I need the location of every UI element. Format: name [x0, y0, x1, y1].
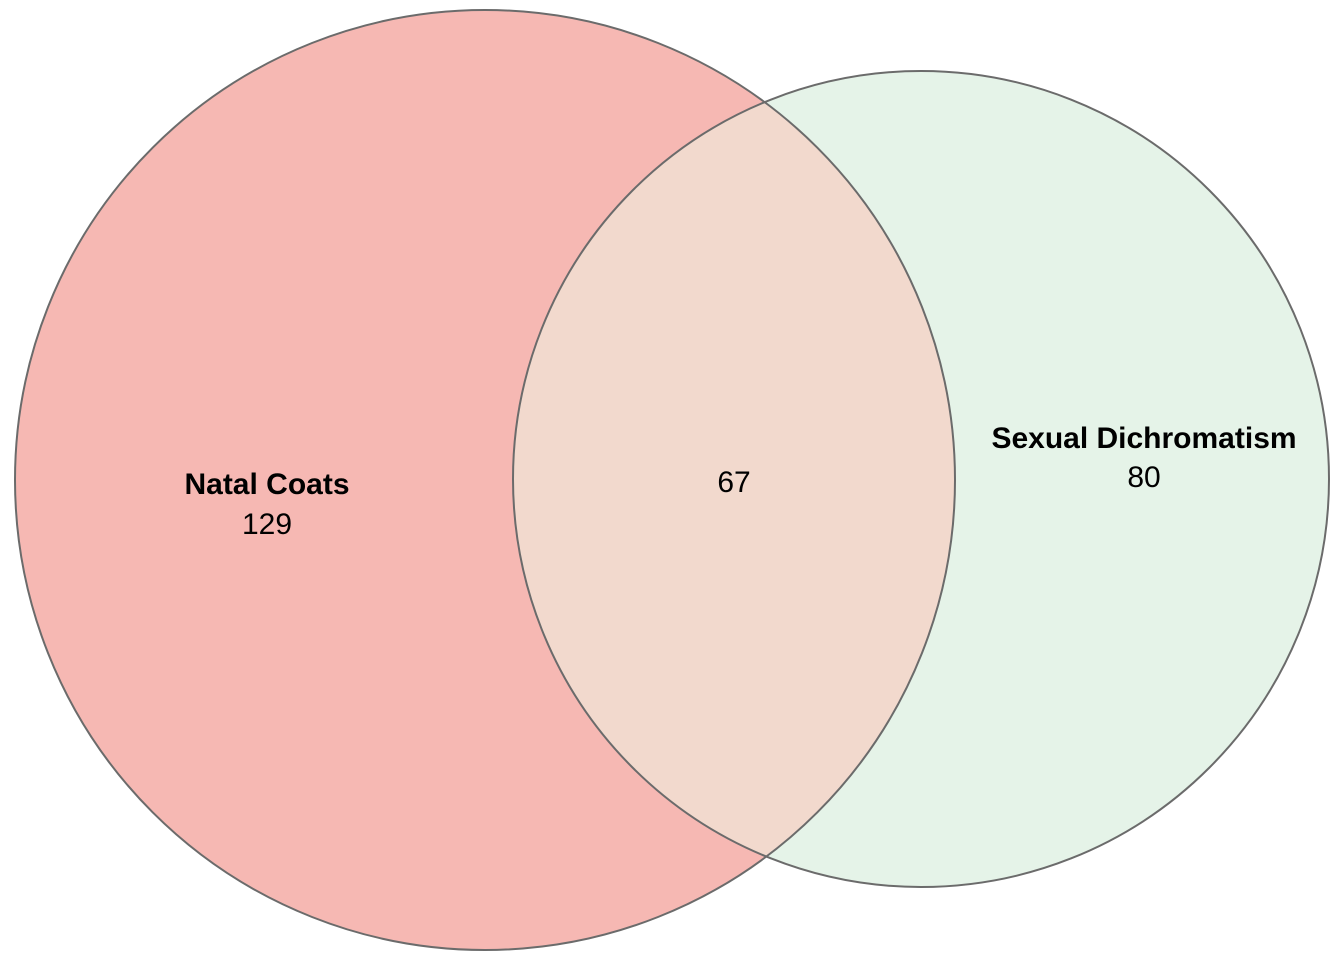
- natal-coats-label: Natal Coats: [184, 468, 349, 501]
- intersection-region: [513, 71, 955, 887]
- natal-coats-outline: [14, 9, 956, 951]
- sexual-dichromatism-count: 80: [1127, 461, 1160, 494]
- intersection-count: 67: [717, 466, 750, 499]
- sexual-dichromatism-label: Sexual Dichromatism: [991, 422, 1296, 455]
- sexual-dichromatism-outline: [512, 70, 1330, 888]
- natal-coats-count: 129: [242, 508, 292, 541]
